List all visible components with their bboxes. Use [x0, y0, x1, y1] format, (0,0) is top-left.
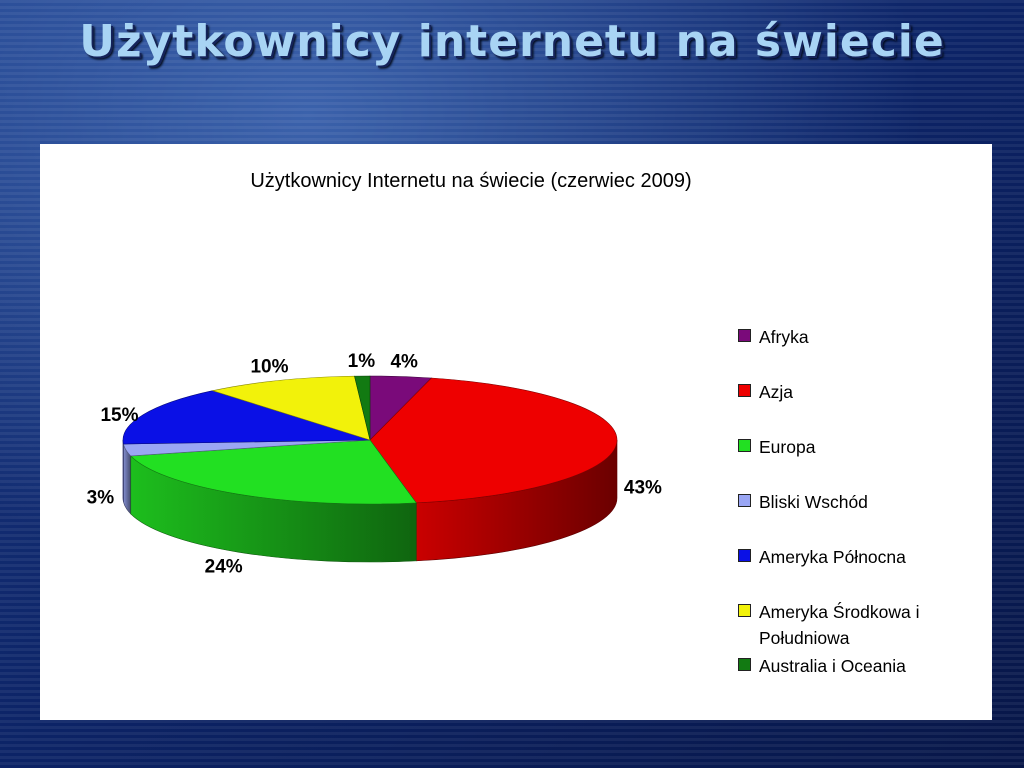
legend-swatch [738, 549, 751, 562]
legend-label: Azja [759, 382, 794, 402]
chart-panel: Użytkownicy Internetu na świecie (czerwi… [40, 144, 992, 720]
legend-label: Bliski Wschód [759, 492, 868, 512]
pie-slice-7 [354, 375, 371, 441]
data-label-7: 1% [348, 351, 376, 372]
data-label-2: 43% [624, 478, 662, 499]
data-label-5: 15% [100, 405, 138, 426]
slide-title: Użytkownicy internetu na świecie [79, 16, 945, 67]
legend-swatch [738, 658, 751, 671]
legend-swatch [738, 494, 751, 507]
legend-swatch [738, 604, 751, 617]
legend-swatch [738, 384, 751, 397]
pie-slice-5 [122, 390, 371, 445]
pie-chart: 4% 43% 24% 3% 15% 10% 1% [87, 351, 662, 578]
data-label-6: 10% [250, 357, 288, 378]
data-label-1: 4% [390, 352, 418, 373]
legend-label: Ameryka Środkowa i Południowa [759, 602, 920, 648]
legend-label: Ameryka Północna [759, 547, 906, 567]
pie-slice-6 [211, 375, 371, 441]
chart-title: Użytkownicy Internetu na świecie (czerwi… [250, 170, 692, 192]
legend-swatch [738, 329, 751, 342]
legend-label: Australia i Oceania [759, 656, 906, 676]
pie-slice-3 [130, 439, 417, 505]
legend-label: Afryka [759, 327, 809, 347]
legend-label: Europa [759, 437, 816, 457]
legend-swatch [738, 439, 751, 452]
data-label-3: 24% [205, 557, 243, 578]
pie-slice-2 [369, 377, 618, 504]
data-label-4: 3% [87, 488, 115, 509]
